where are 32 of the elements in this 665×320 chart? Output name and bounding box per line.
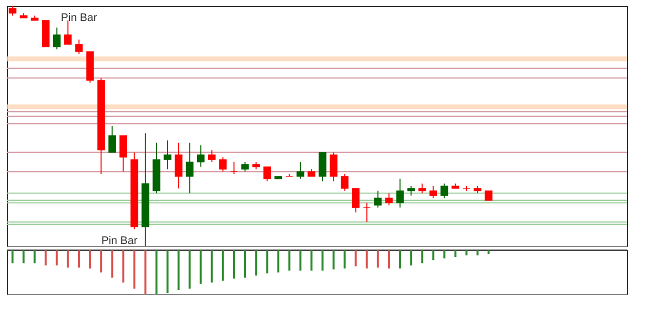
candlestick <box>164 140 172 170</box>
annotation: Pin Bar <box>101 235 138 247</box>
candlestick <box>219 156 227 172</box>
candlestick <box>318 152 326 182</box>
candlestick <box>53 27 61 50</box>
candlestick <box>374 190 382 208</box>
candlestick <box>462 186 470 192</box>
candlestick <box>396 178 404 208</box>
candlestick <box>352 188 360 213</box>
candlestick <box>385 192 393 206</box>
candlestick <box>484 190 492 201</box>
candlestick <box>8 6 16 16</box>
candlestick <box>230 162 238 174</box>
candlestick <box>196 144 205 168</box>
candlestick <box>418 183 426 194</box>
candlestick <box>263 166 271 182</box>
candlestick <box>108 126 116 153</box>
candlestick <box>119 135 128 172</box>
candlestick <box>407 186 415 196</box>
candlestick <box>186 142 194 194</box>
candlestick <box>75 39 83 54</box>
candlestick <box>208 150 216 162</box>
candlestick <box>340 174 348 192</box>
candlestick <box>296 162 304 180</box>
candlestick <box>174 142 182 189</box>
candlestick <box>241 162 249 172</box>
candlestick <box>440 183 448 198</box>
candlestick <box>330 152 338 182</box>
candlestick <box>363 202 371 222</box>
candlestick <box>64 20 72 45</box>
annotation: Pin Bar <box>60 12 98 24</box>
candlestick <box>429 186 438 198</box>
